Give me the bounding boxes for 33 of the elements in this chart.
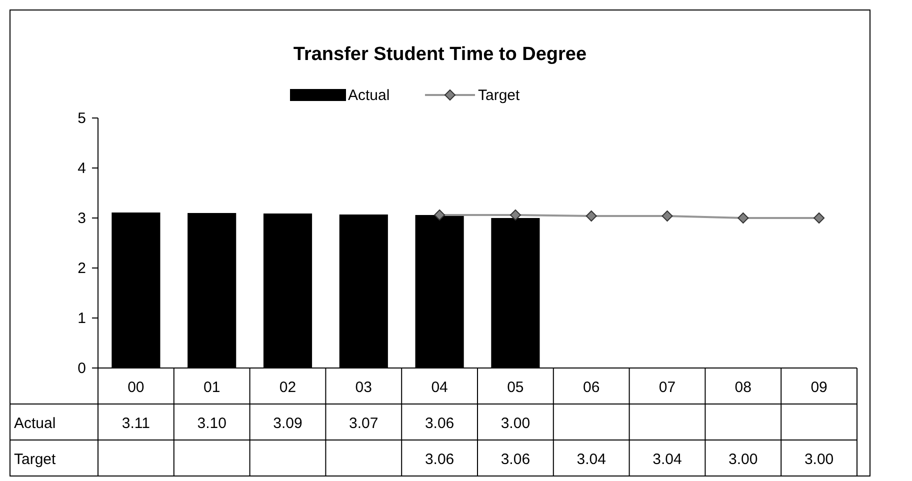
x-tick-label: 07 — [658, 379, 676, 396]
y-tick-label: 0 — [78, 360, 86, 377]
text: Target — [14, 451, 56, 468]
chart-title: Transfer Student Time to Degree — [293, 44, 587, 65]
data-label: 3.06 — [424, 451, 454, 468]
x-tick-label: 04 — [431, 379, 448, 396]
y-tick-label: 4 — [78, 160, 86, 177]
legend-label: Target — [478, 87, 521, 104]
x-tick-label: 01 — [204, 379, 220, 396]
y-tick-label: 1 — [78, 310, 86, 327]
data-label: 3.10 — [197, 415, 226, 432]
data-label: 3.07 — [349, 415, 378, 432]
x-tick-label: 02 — [279, 379, 296, 396]
data-label: 3.09 — [273, 415, 302, 432]
data-label: 3.00 — [728, 451, 758, 468]
x-tick-label: 03 — [355, 379, 372, 396]
text: Actual — [14, 415, 56, 432]
data-label: 3.06 — [424, 415, 454, 432]
data-label: 3.04 — [652, 451, 682, 468]
data-label: 3.06 — [500, 451, 530, 468]
x-tick-label: 05 — [507, 379, 524, 396]
y-tick-label: 5 — [78, 110, 86, 127]
y-tick-label: 3 — [78, 210, 86, 227]
data-label: 3.00 — [804, 451, 834, 468]
data-label: 3.04 — [576, 451, 606, 468]
legend-label: Actual — [348, 87, 390, 104]
x-tick-label: 08 — [734, 379, 752, 396]
data-label: 3.00 — [500, 415, 530, 432]
y-tick-label: 2 — [78, 260, 86, 277]
x-tick-label: 00 — [128, 379, 144, 396]
x-tick-label: 06 — [583, 379, 600, 396]
data-label: 3.11 — [122, 415, 150, 432]
x-tick-label: 09 — [810, 379, 828, 396]
